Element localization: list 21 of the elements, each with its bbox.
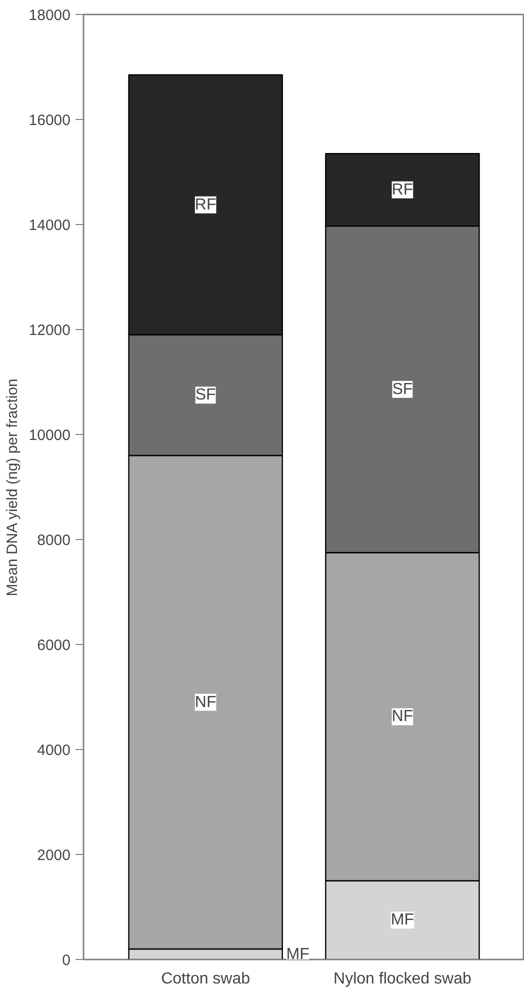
series-label: NF (194, 694, 216, 711)
series-label: MF (286, 946, 310, 963)
text: RF (194, 196, 216, 214)
text: SF (392, 380, 413, 398)
y-tick-label: 2000 (37, 847, 71, 864)
y-axis-title: Mean DNA yield (ng) per fraction (4, 378, 21, 596)
y-tick-label: 16000 (28, 112, 71, 129)
text: NF (392, 708, 414, 726)
y-tick-label: 14000 (28, 217, 71, 234)
y-tick-label: 10000 (28, 427, 71, 444)
y-tick-label: 18000 (28, 7, 71, 24)
y-tick-label: 8000 (37, 532, 71, 549)
y-tick-label: 4000 (37, 742, 71, 759)
y-tick-label: 6000 (37, 637, 71, 654)
x-tick-label: Nylon flocked swab (334, 970, 472, 988)
text: MF (390, 912, 414, 929)
series-label: SF (195, 386, 216, 404)
y-tick-label: 12000 (28, 322, 71, 339)
y-tick-label: 0 (62, 952, 70, 969)
x-tick-label: Cotton swab (161, 970, 250, 988)
series-label: RF (392, 181, 414, 198)
